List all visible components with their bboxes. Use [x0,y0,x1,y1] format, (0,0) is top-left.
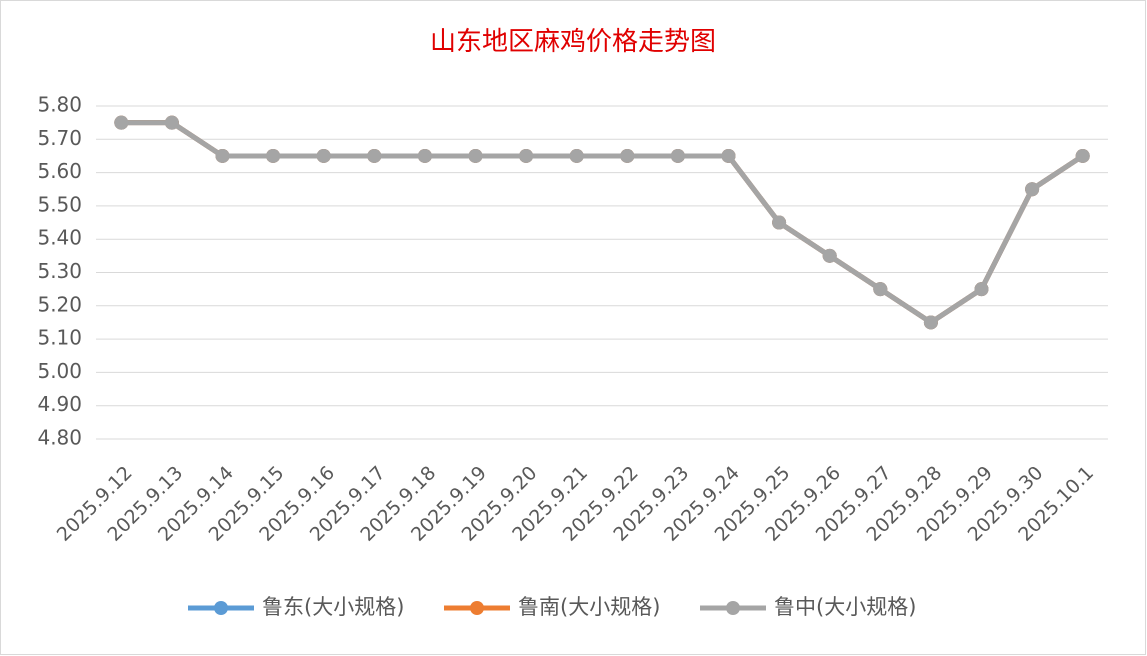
y-tick-label: 5.80 [37,93,82,117]
data-point [1025,182,1040,197]
y-tick-label: 4.90 [37,392,82,416]
data-point [873,282,888,297]
data-point [114,115,129,130]
y-tick-label: 4.80 [37,426,82,450]
y-tick-label: 5.60 [37,159,82,183]
legend-label: 鲁南(大小规格) [518,595,660,619]
y-tick-label: 5.10 [37,326,82,350]
legend-marker [470,601,484,615]
data-point [721,148,736,163]
data-point [266,148,281,163]
y-tick-label: 5.40 [37,226,82,250]
data-point [569,148,584,163]
data-point [164,115,179,130]
data-point [316,148,331,163]
legend-label: 鲁中(大小规格) [774,595,916,619]
data-point [822,248,837,263]
data-point [1075,148,1090,163]
data-point [670,148,685,163]
data-point [923,315,938,330]
y-tick-label: 5.00 [37,359,82,383]
legend-label: 鲁东(大小规格) [262,595,404,619]
y-tick-label: 5.30 [37,259,82,283]
legend-marker [214,601,228,615]
chart-title: 山东地区麻鸡价格走势图 [430,27,716,57]
data-point [417,148,432,163]
data-point [974,282,989,297]
data-point [215,148,230,163]
data-point [468,148,483,163]
legend-marker [726,601,740,615]
data-point [519,148,534,163]
series-line [121,120,1085,325]
y-tick-label: 5.20 [37,292,82,316]
y-tick-label: 5.70 [37,126,82,150]
data-point [772,215,787,230]
y-tick-label: 5.50 [37,192,82,216]
data-point [367,148,382,163]
data-point [620,148,635,163]
